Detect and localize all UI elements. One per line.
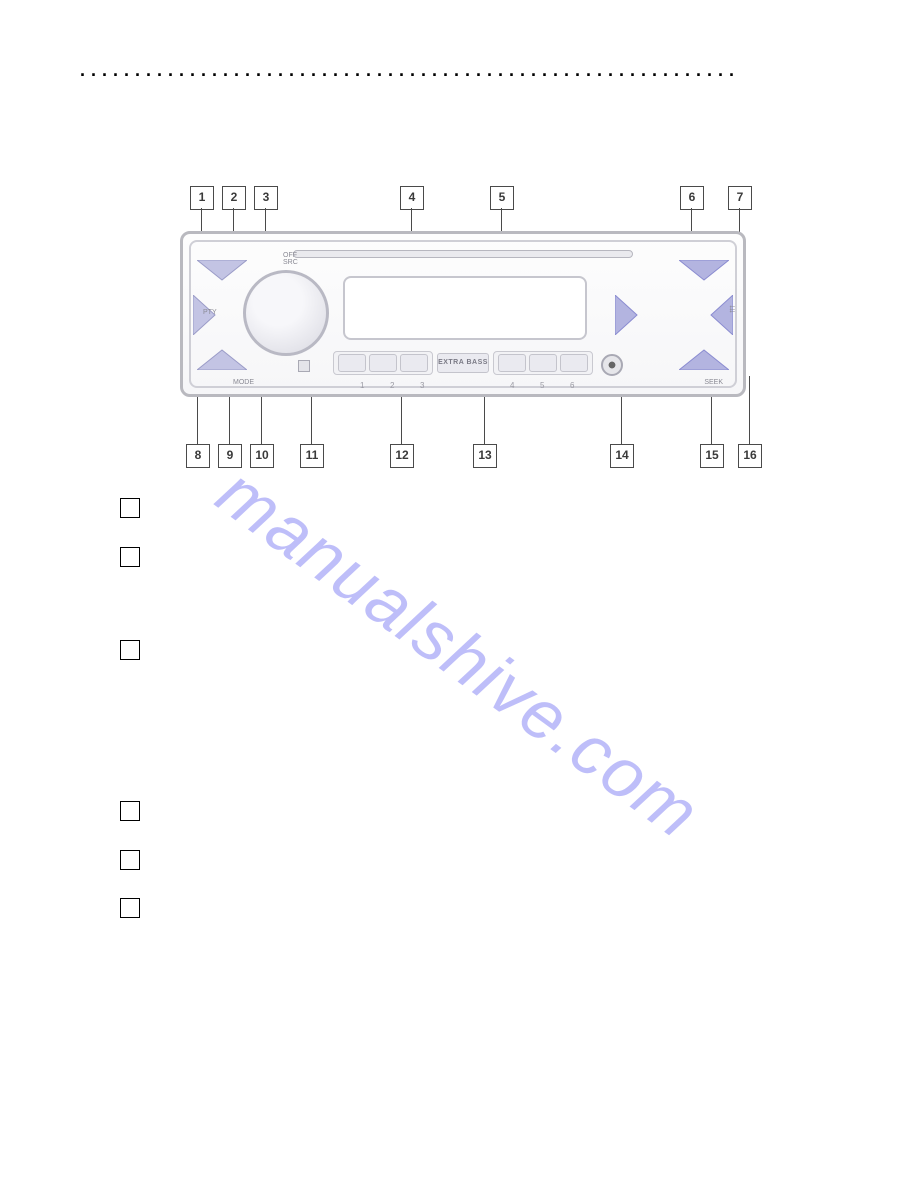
usb-icon-label: ⬱ (729, 306, 735, 314)
preset-button-6 (560, 354, 588, 372)
item-row-1: 1Front panel release button (120, 496, 838, 519)
preset-button-3 (400, 354, 428, 372)
device-face: OFFSRC PTY MODE (180, 231, 746, 397)
callout-3: 3 (254, 186, 278, 210)
callout-14: 14 (610, 444, 634, 468)
callout-13: 13 (473, 444, 497, 468)
item-num-box: 1 (120, 498, 140, 518)
parts-description-list: 1Front panel release button 2SRC (source)… (120, 496, 838, 964)
callout-16: 16 (738, 444, 762, 468)
extra-bass-button: EXTRA BASS (437, 353, 489, 373)
callout-6: 6 (680, 186, 704, 210)
callout-2: 2 (222, 186, 246, 210)
preset-button-4 (498, 354, 526, 372)
preset-button-2 (369, 354, 397, 372)
section-divider-dots: ........................................… (80, 60, 838, 81)
manual-page: manualshive.com ........................… (0, 0, 918, 1188)
callout-5: 5 (490, 186, 514, 210)
preset-button-5 (529, 354, 557, 372)
preset-button-row: EXTRA BASS (333, 348, 593, 378)
device-diagram: 1234567 8910111213141516 (140, 186, 780, 466)
aux-jack (601, 354, 623, 376)
right-button-cluster (619, 260, 729, 370)
item-row-5: 5Display window (120, 848, 838, 871)
preset-button-1 (338, 354, 366, 372)
seek-label: SEEK (704, 379, 723, 386)
control-dial (243, 270, 329, 356)
item-row-2: 2SRC (source)Turn on the power.Change th… (120, 545, 838, 613)
panel-release-button (298, 360, 310, 372)
item-num-box: 6 (120, 898, 140, 918)
callout-12: 12 (390, 444, 414, 468)
item-row-6: 6SEEK +/–Tune in radio stations.Press an… (120, 896, 838, 964)
item-num-box: 5 (120, 850, 140, 870)
disc-slot (293, 250, 633, 258)
off-src-label: OFFSRC (283, 252, 298, 266)
mode-label: MODE (233, 379, 254, 386)
callout-1: 1 (190, 186, 214, 210)
item-num-box: 3 (120, 640, 140, 660)
item-row-3: 3Control dialRotate to adjust the volume… (120, 638, 838, 773)
callout-10: 10 (250, 444, 274, 468)
callout-7: 7 (728, 186, 752, 210)
callout-8: 8 (186, 444, 210, 468)
display-window (343, 276, 587, 340)
item-num-box: 2 (120, 547, 140, 567)
callout-9: 9 (218, 444, 242, 468)
callout-15: 15 (700, 444, 724, 468)
item-row-4: 4Disc slot (120, 799, 838, 822)
callout-4: 4 (400, 186, 424, 210)
callout-11: 11 (300, 444, 324, 468)
pty-label: PTY (203, 309, 217, 316)
item-num-box: 4 (120, 801, 140, 821)
